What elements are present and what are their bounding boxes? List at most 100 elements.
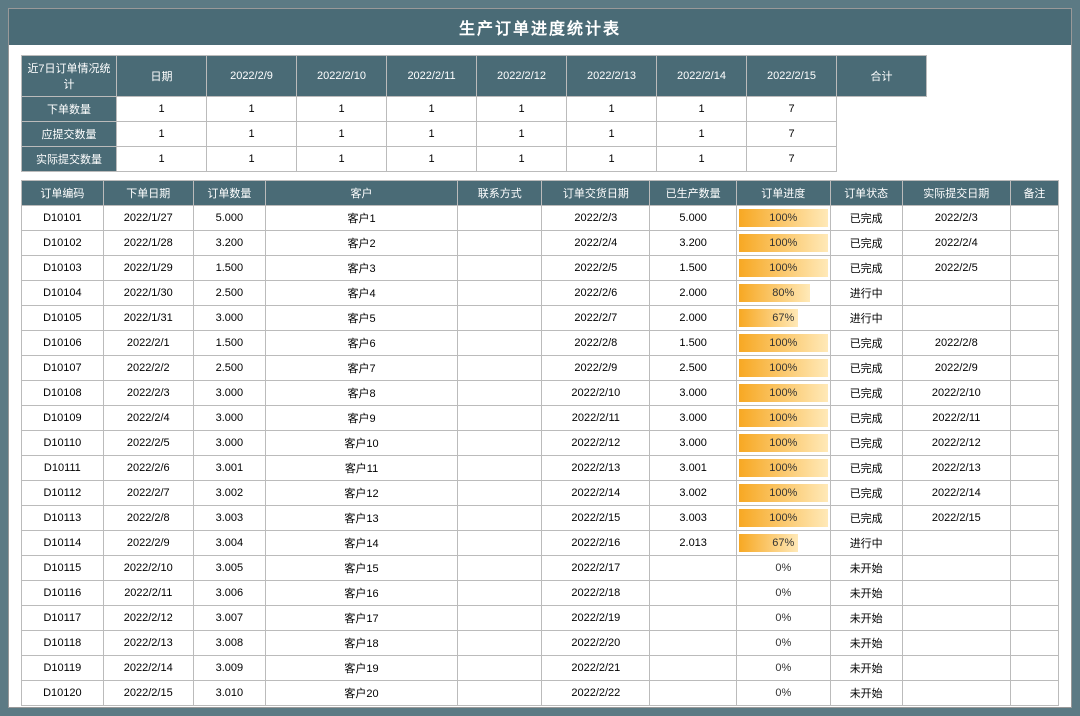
cell-contact	[458, 531, 542, 556]
cell-actual	[902, 556, 1010, 581]
orders-col-2: 订单数量	[193, 181, 265, 206]
cell-code: D10101	[22, 206, 104, 231]
cell-status: 已完成	[830, 256, 902, 281]
cell-code: D10116	[22, 581, 104, 606]
cell-due: 2022/2/3	[542, 206, 650, 231]
cell-progress: 100%	[736, 431, 830, 456]
cell-code: D10108	[22, 381, 104, 406]
cell-code: D10103	[22, 256, 104, 281]
cell-due: 2022/2/19	[542, 606, 650, 631]
cell-note	[1010, 331, 1058, 356]
cell-actual: 2022/2/9	[902, 356, 1010, 381]
cell-note	[1010, 531, 1058, 556]
table-row: D101202022/2/153.010客户202022/2/220%未开始	[22, 681, 1059, 706]
cell-due: 2022/2/11	[542, 406, 650, 431]
summary-cell: 1	[207, 122, 297, 147]
cell-progress: 100%	[736, 381, 830, 406]
cell-progress: 100%	[736, 456, 830, 481]
cell-status: 进行中	[830, 281, 902, 306]
table-row: D101152022/2/103.005客户152022/2/170%未开始	[22, 556, 1059, 581]
cell-note	[1010, 456, 1058, 481]
cell-contact	[458, 406, 542, 431]
cell-progress: 67%	[736, 306, 830, 331]
cell-due: 2022/2/6	[542, 281, 650, 306]
cell-customer: 客户4	[265, 281, 457, 306]
cell-progress: 100%	[736, 231, 830, 256]
cell-produced: 2.013	[650, 531, 737, 556]
cell-due: 2022/2/9	[542, 356, 650, 381]
cell-due: 2022/2/22	[542, 681, 650, 706]
cell-code: D10104	[22, 281, 104, 306]
cell-produced: 1.500	[650, 256, 737, 281]
cell-progress: 0%	[736, 656, 830, 681]
orders-col-0: 订单编码	[22, 181, 104, 206]
cell-actual	[902, 631, 1010, 656]
cell-produced: 3.001	[650, 456, 737, 481]
cell-code: D10119	[22, 656, 104, 681]
cell-customer: 客户20	[265, 681, 457, 706]
progress-label: 0%	[739, 584, 828, 602]
table-row: D101022022/1/283.200客户22022/2/43.200100%…	[22, 231, 1059, 256]
cell-status: 已完成	[830, 456, 902, 481]
progress-label: 0%	[739, 609, 828, 627]
cell-progress: 100%	[736, 331, 830, 356]
cell-qty: 3.000	[193, 306, 265, 331]
orders-col-10: 备注	[1010, 181, 1058, 206]
cell-status: 已完成	[830, 406, 902, 431]
cell-order-date: 2022/1/29	[103, 256, 193, 281]
cell-code: D10106	[22, 331, 104, 356]
cell-contact	[458, 581, 542, 606]
cell-actual	[902, 281, 1010, 306]
progress-label: 0%	[739, 659, 828, 677]
cell-produced: 3.000	[650, 381, 737, 406]
summary-cell: 1	[117, 122, 207, 147]
cell-code: D10115	[22, 556, 104, 581]
cell-qty: 1.500	[193, 331, 265, 356]
cell-actual: 2022/2/8	[902, 331, 1010, 356]
cell-qty: 5.000	[193, 206, 265, 231]
summary-col-2: 2022/2/10	[297, 56, 387, 97]
cell-order-date: 2022/2/15	[103, 681, 193, 706]
cell-actual	[902, 606, 1010, 631]
progress-label: 100%	[739, 484, 828, 502]
summary-metric: 实际提交数量	[22, 147, 117, 172]
cell-due: 2022/2/15	[542, 506, 650, 531]
summary-cell: 1	[477, 147, 567, 172]
cell-code: D10117	[22, 606, 104, 631]
cell-customer: 客户15	[265, 556, 457, 581]
cell-note	[1010, 556, 1058, 581]
table-row: D101052022/1/313.000客户52022/2/72.00067%进…	[22, 306, 1059, 331]
cell-actual: 2022/2/10	[902, 381, 1010, 406]
table-row: D101042022/1/302.500客户42022/2/62.00080%进…	[22, 281, 1059, 306]
cell-qty: 1.500	[193, 256, 265, 281]
cell-note	[1010, 406, 1058, 431]
summary-cell: 1	[117, 147, 207, 172]
cell-customer: 客户19	[265, 656, 457, 681]
cell-progress: 0%	[736, 681, 830, 706]
table-row: D101092022/2/43.000客户92022/2/113.000100%…	[22, 406, 1059, 431]
cell-progress: 100%	[736, 506, 830, 531]
cell-due: 2022/2/12	[542, 431, 650, 456]
cell-status: 已完成	[830, 331, 902, 356]
progress-label: 100%	[739, 359, 828, 377]
cell-note	[1010, 506, 1058, 531]
orders-col-3: 客户	[265, 181, 457, 206]
cell-qty: 3.005	[193, 556, 265, 581]
cell-note	[1010, 231, 1058, 256]
progress-label: 100%	[739, 409, 828, 427]
cell-produced: 1.500	[650, 331, 737, 356]
cell-produced	[650, 631, 737, 656]
table-row: D101072022/2/22.500客户72022/2/92.500100%已…	[22, 356, 1059, 381]
cell-contact	[458, 606, 542, 631]
cell-contact	[458, 456, 542, 481]
cell-qty: 3.007	[193, 606, 265, 631]
summary-cell: 1	[207, 147, 297, 172]
cell-contact	[458, 356, 542, 381]
cell-code: D10118	[22, 631, 104, 656]
cell-order-date: 2022/2/7	[103, 481, 193, 506]
cell-code: D10120	[22, 681, 104, 706]
cell-order-date: 2022/2/2	[103, 356, 193, 381]
cell-produced	[650, 581, 737, 606]
cell-progress: 67%	[736, 531, 830, 556]
cell-due: 2022/2/13	[542, 456, 650, 481]
